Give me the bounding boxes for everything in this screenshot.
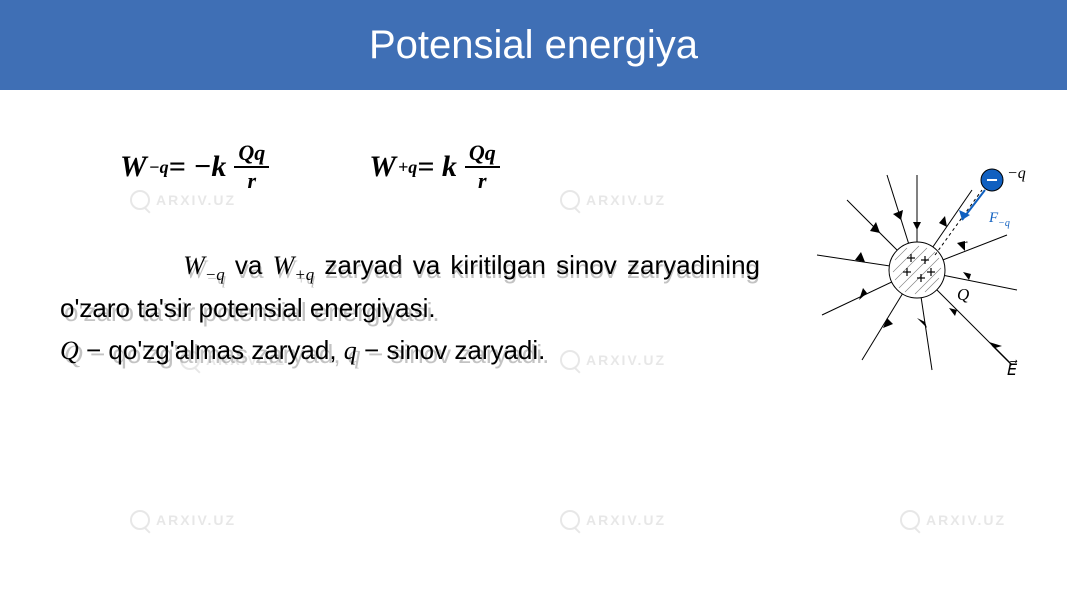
formula-fraction: Qq r (234, 140, 269, 195)
body-text: W−q va W+q zaryad va kiritilgan sinov za… (60, 245, 760, 371)
formula-lhs-sub: +q (398, 157, 417, 178)
formula-lhs-sub: −q (149, 157, 169, 178)
watermark: ARXIV.UZ (900, 510, 1006, 530)
indent (60, 250, 183, 280)
search-icon (900, 510, 920, 530)
search-icon (130, 510, 150, 530)
slide-header: Potensial energiya (0, 0, 1067, 90)
dash: − (357, 335, 387, 365)
watermark-text: ARXIV.UZ (586, 512, 666, 528)
watermark: ARXIV.UZ (560, 510, 666, 530)
frac-numerator: Qq (465, 140, 500, 168)
text-desc2: qo'zg'almas zaryad, (108, 335, 343, 365)
frac-denominator: r (244, 168, 261, 194)
watermark-text: ARXIV.UZ (156, 512, 236, 528)
formula-eq: = k (417, 150, 457, 184)
formula-fraction: Qq r (465, 140, 500, 195)
watermark-text: ARXIV.UZ (926, 512, 1006, 528)
var-q: q (344, 336, 357, 365)
var-Q: Q (60, 336, 79, 365)
text-desc3: sinov zaryadi. (386, 335, 545, 365)
formula-lhs-base: W (120, 150, 147, 184)
frac-numerator: Qq (234, 140, 269, 168)
frac-denominator: r (474, 168, 491, 194)
formula-eq: = −k (169, 150, 227, 184)
formula-lhs-base: W (369, 150, 396, 184)
search-icon (560, 510, 580, 530)
slide-content: W−q = −k Qq r W+q = k Qq r W−q va W+q za… (0, 90, 1067, 371)
var-W-neg: W−q (183, 251, 225, 280)
formula-row: W−q = −k Qq r W+q = k Qq r (120, 140, 1007, 195)
watermark: ARXIV.UZ (130, 510, 236, 530)
var-W-pos: W+q (273, 251, 315, 280)
dash: − (79, 335, 109, 365)
text-and: va (225, 250, 273, 280)
formula-negative: W−q = −k Qq r (120, 140, 269, 195)
formula-positive: W+q = k Qq r (369, 140, 499, 195)
slide-title: Potensial energiya (369, 23, 698, 68)
body-text-wrapper: W−q va W+q zaryad va kiritilgan sinov za… (60, 245, 760, 371)
